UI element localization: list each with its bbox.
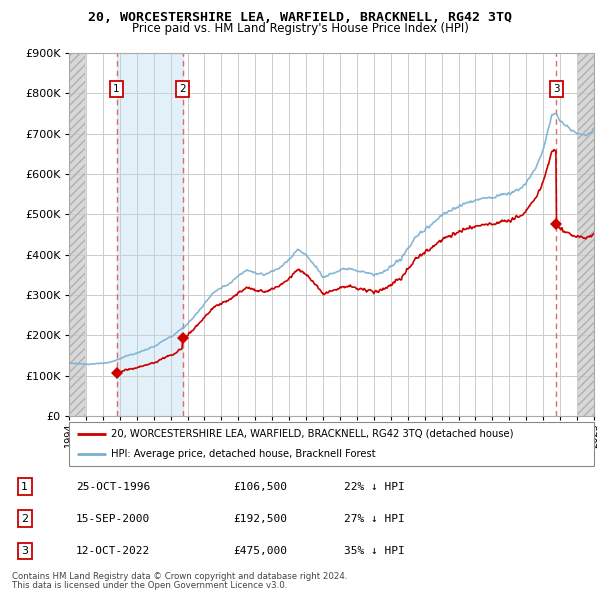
Text: 1: 1 [113,84,120,94]
Bar [69,53,85,416]
Text: 2: 2 [179,84,186,94]
Text: £475,000: £475,000 [233,546,287,556]
Text: This data is licensed under the Open Government Licence v3.0.: This data is licensed under the Open Gov… [12,581,287,589]
Text: HPI: Average price, detached house, Bracknell Forest: HPI: Average price, detached house, Brac… [111,449,376,459]
Text: Price paid vs. HM Land Registry's House Price Index (HPI): Price paid vs. HM Land Registry's House … [131,22,469,35]
Text: £106,500: £106,500 [233,481,287,491]
Text: 22% ↓ HPI: 22% ↓ HPI [344,481,404,491]
Text: 2: 2 [21,514,28,524]
Bar [578,53,594,416]
Text: 15-SEP-2000: 15-SEP-2000 [76,514,150,524]
Text: 35% ↓ HPI: 35% ↓ HPI [344,546,404,556]
Text: 12-OCT-2022: 12-OCT-2022 [76,546,150,556]
Text: 25-OCT-1996: 25-OCT-1996 [76,481,150,491]
Bar [69,53,85,416]
Bar [578,53,594,416]
Text: 20, WORCESTERSHIRE LEA, WARFIELD, BRACKNELL, RG42 3TQ: 20, WORCESTERSHIRE LEA, WARFIELD, BRACKN… [88,11,512,24]
Text: 27% ↓ HPI: 27% ↓ HPI [344,514,404,524]
Text: 1: 1 [22,481,28,491]
Text: 3: 3 [22,546,28,556]
Text: 20, WORCESTERSHIRE LEA, WARFIELD, BRACKNELL, RG42 3TQ (detached house): 20, WORCESTERSHIRE LEA, WARFIELD, BRACKN… [111,429,514,439]
Text: 3: 3 [553,84,560,94]
Bar [116,53,182,416]
FancyBboxPatch shape [69,422,594,466]
Text: Contains HM Land Registry data © Crown copyright and database right 2024.: Contains HM Land Registry data © Crown c… [12,572,347,581]
Text: £192,500: £192,500 [233,514,287,524]
